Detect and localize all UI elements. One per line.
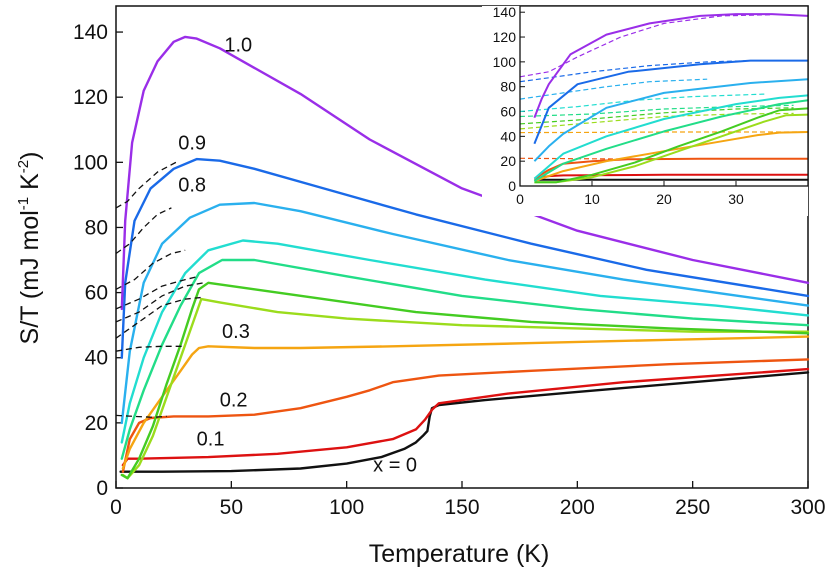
y-axis-title: S/T (mJ mol-1 K-2)	[15, 152, 44, 345]
fit-line	[115, 282, 204, 323]
inset-series-line	[533, 59, 808, 145]
series-line	[120, 281, 810, 480]
series-line	[119, 371, 810, 473]
y-axis-title-sup-1: -1	[15, 197, 32, 210]
y-axis-title-part-1: S/T (mJ mol	[16, 210, 44, 344]
inset-y-tick-label: 40	[500, 128, 516, 144]
inset-series-line	[533, 157, 808, 180]
inset-y-tick-label: 20	[500, 153, 516, 169]
x-tick-label: 50	[220, 496, 243, 519]
inset-series-line	[533, 13, 809, 119]
fit-line	[115, 296, 202, 339]
x-axis-title: Temperature (K)	[369, 540, 550, 568]
series-line	[121, 358, 810, 473]
x-tick-label: 0	[110, 496, 122, 519]
y-axis-title-part-2: K	[16, 173, 44, 197]
inset-fit-line	[519, 14, 773, 78]
y-tick-label: 0	[96, 477, 108, 500]
inset-y-tick-label: 80	[500, 79, 516, 95]
inset-series-line	[533, 94, 809, 180]
x-tick-label: 150	[444, 496, 479, 519]
fit-line	[115, 275, 200, 310]
inset-x-tick-label: 30	[728, 191, 744, 207]
y-tick-label: 20	[85, 412, 108, 435]
fit-line	[115, 249, 186, 290]
y-tick-label: 120	[73, 86, 108, 109]
series-line	[120, 157, 810, 359]
series-line	[120, 258, 810, 460]
fit-line	[115, 414, 167, 418]
inset-frame	[519, 5, 809, 187]
fit-line	[115, 207, 172, 255]
inset-x-tick-label: 10	[584, 191, 600, 207]
fit-line	[115, 161, 177, 209]
inset-series-line	[533, 99, 809, 182]
inset-y-tick-label: 100	[493, 54, 517, 70]
y-tick-label: 80	[85, 216, 108, 239]
curve-label: 0.2	[220, 390, 248, 412]
series-line	[121, 297, 810, 480]
curve-label: 0.3	[222, 321, 250, 343]
y-tick-label: 140	[73, 21, 108, 44]
inset-fit-line	[519, 60, 751, 83]
x-tick-label: 300	[790, 496, 825, 519]
inset-series-line	[533, 78, 809, 162]
inset-y-tick-label: 120	[493, 29, 517, 45]
inset-y-tick-label: 140	[493, 4, 517, 20]
curve-label: 0.9	[178, 132, 206, 154]
inset-y-tick-label: 0	[508, 178, 516, 194]
fit-line	[115, 345, 186, 352]
series-line	[120, 239, 810, 444]
y-tick-label: 100	[73, 151, 108, 174]
y-axis-title-part-3: )	[16, 152, 44, 160]
curve-label: 0.8	[178, 175, 206, 197]
inset-x-tick-label: 20	[656, 191, 672, 207]
y-tick-label: 40	[85, 347, 108, 370]
curve-label: 0.1	[197, 429, 225, 451]
curve-label: x = 0	[373, 455, 417, 477]
inset-x-tick-label: 0	[516, 191, 524, 207]
x-tick-label: 100	[329, 496, 364, 519]
inset-fit-line	[519, 104, 794, 118]
y-tick-label: 60	[85, 282, 108, 305]
series-line	[121, 367, 810, 467]
curve-label: 1.0	[224, 35, 252, 57]
inset-series-line	[534, 107, 809, 184]
inset-plot: 0 20 40 60 80 100 120 140 0 10 20 30	[482, 4, 809, 216]
series-line	[121, 335, 810, 470]
x-tick-label: 200	[560, 496, 595, 519]
inset-fit-line	[519, 112, 794, 130]
inset-y-tick-label: 60	[500, 104, 516, 120]
x-tick-label: 250	[675, 496, 710, 519]
series-line	[120, 201, 810, 425]
y-axis-title-sup-2: -2	[15, 160, 32, 173]
